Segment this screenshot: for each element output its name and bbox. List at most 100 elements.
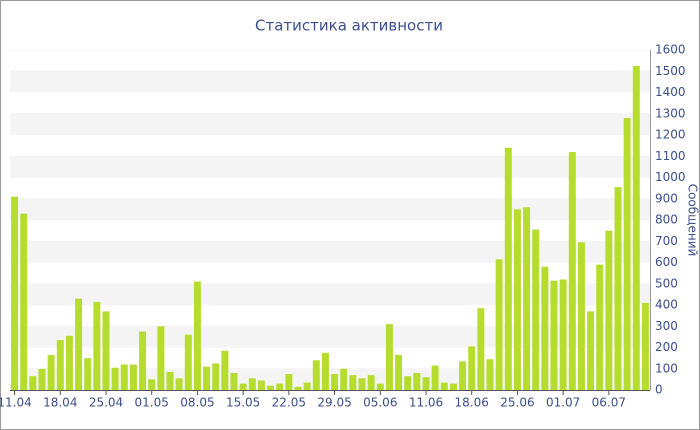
bar	[376, 383, 384, 390]
x-tick-label: 11.04	[0, 396, 32, 410]
x-tick-label: 06.07	[592, 396, 626, 410]
bar	[120, 364, 128, 390]
bar	[349, 375, 357, 390]
bar	[623, 118, 631, 390]
x-tick-label: 29.05	[317, 396, 351, 410]
bar	[129, 364, 137, 390]
bar	[56, 340, 64, 390]
x-tick-label: 15.05	[226, 396, 260, 410]
bar	[404, 376, 412, 390]
x-tick-label: 01.07	[546, 396, 580, 410]
x-tick-label: 22.05	[272, 396, 306, 410]
bar	[367, 375, 375, 390]
bar	[340, 368, 348, 390]
bar	[440, 382, 448, 390]
bar	[285, 374, 293, 390]
bar	[29, 376, 37, 390]
x-tick-label: 11.06	[409, 396, 443, 410]
bar	[239, 383, 247, 390]
bar	[221, 350, 229, 390]
y-tick-label: 700	[655, 234, 678, 248]
bar	[212, 363, 220, 390]
bar	[47, 354, 55, 390]
bar	[193, 281, 201, 390]
bar	[459, 361, 467, 390]
grid-band	[10, 198, 650, 220]
y-tick-label: 900	[655, 191, 678, 205]
bar	[139, 331, 147, 390]
bar	[541, 266, 549, 390]
bar	[495, 259, 503, 390]
bar	[504, 147, 512, 390]
bar	[257, 380, 265, 390]
bar	[513, 209, 521, 390]
y-tick-label: 0	[655, 383, 663, 397]
bar	[294, 386, 302, 390]
bar	[559, 279, 567, 390]
bar	[93, 301, 101, 390]
bar	[486, 359, 494, 390]
bar	[111, 367, 119, 390]
grid-band	[10, 156, 650, 178]
bar	[148, 379, 156, 390]
bar	[587, 311, 595, 390]
x-tick-label: 25.06	[500, 396, 534, 410]
bar	[641, 302, 649, 390]
y-tick-label: 800	[655, 213, 678, 227]
grid-band	[10, 71, 650, 93]
y-tick-label: 1100	[655, 149, 686, 163]
bar	[568, 152, 576, 390]
bar	[358, 378, 366, 390]
bar	[532, 229, 540, 390]
y-tick-label: 200	[655, 340, 678, 354]
bar	[413, 373, 421, 390]
bar	[203, 366, 211, 390]
bar	[477, 308, 485, 390]
bar	[102, 311, 110, 390]
bar	[523, 207, 531, 390]
grid-band	[10, 326, 650, 348]
y-tick-label: 1200	[655, 128, 686, 142]
bar	[468, 346, 476, 390]
x-tick-label: 18.04	[43, 396, 77, 410]
x-tick-label: 08.05	[180, 396, 214, 410]
y-tick-label: 1000	[655, 170, 686, 184]
bar	[276, 383, 284, 390]
bar	[248, 378, 256, 390]
bar	[331, 374, 339, 390]
y-tick-label: 400	[655, 298, 678, 312]
bar	[550, 280, 558, 390]
bar	[577, 242, 585, 390]
x-tick-label: 25.04	[89, 396, 123, 410]
bar	[431, 365, 439, 390]
chart-title: Статистика активности	[255, 17, 443, 35]
bar	[422, 377, 430, 390]
bar	[20, 213, 28, 390]
bar	[11, 196, 19, 390]
y-tick-label: 1500	[655, 64, 686, 78]
bar	[605, 230, 613, 390]
bar	[166, 371, 174, 390]
bar	[175, 378, 183, 390]
bar	[596, 264, 604, 390]
x-tick-label: 18.06	[455, 396, 489, 410]
x-tick-label: 01.05	[135, 396, 169, 410]
y-tick-label: 500	[655, 276, 678, 290]
bar	[230, 373, 238, 390]
x-tick-label: 05.06	[363, 396, 397, 410]
bar	[75, 298, 83, 390]
y-tick-label: 1300	[655, 106, 686, 120]
y-tick-label: 1400	[655, 85, 686, 99]
bar	[184, 334, 192, 390]
bar	[303, 382, 311, 390]
bar	[267, 385, 275, 390]
bar	[312, 360, 320, 390]
bar	[395, 354, 403, 390]
y-axis-title: Сообщений	[686, 184, 700, 257]
y-tick-label: 300	[655, 319, 678, 333]
bar	[38, 368, 46, 390]
y-tick-label: 600	[655, 255, 678, 269]
bar	[385, 324, 393, 390]
bar	[614, 187, 622, 390]
